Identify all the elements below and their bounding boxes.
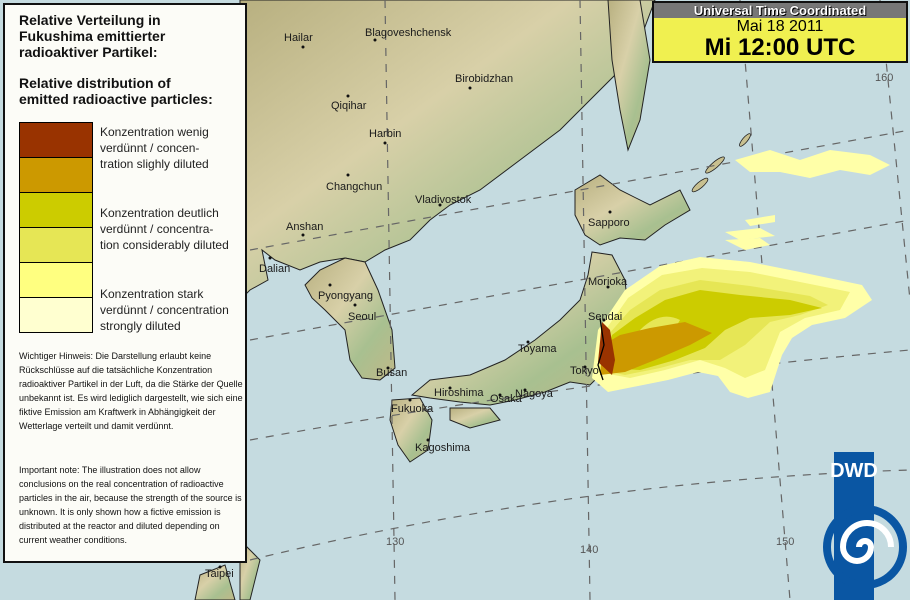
- city-label: Anshan: [286, 221, 323, 233]
- time-header: Universal Time Coordinated: [654, 3, 906, 18]
- fukushima-coastline: [597, 317, 605, 381]
- city-label: Toyama: [518, 343, 557, 355]
- city-label: Osaka: [490, 393, 523, 405]
- city-label: Taipei: [205, 568, 234, 580]
- asian-mainland: [239, 0, 656, 302]
- city-markers: [218, 38, 612, 569]
- swatch-level-3: [20, 193, 92, 228]
- longitude-labels: 130 140 150 160: [386, 72, 893, 556]
- label-line: Konzentration deutlich: [100, 206, 219, 220]
- plume-level-2: [600, 322, 712, 375]
- label-line: verdünnt / concentra-: [100, 222, 214, 236]
- label-line: Konzentration wenig: [100, 125, 209, 139]
- city-label: Sapporo: [588, 217, 630, 229]
- city-label: Sendai: [588, 311, 622, 323]
- label-line: tion considerably diluted: [100, 238, 229, 252]
- city-label: Fukuoka: [391, 403, 434, 415]
- time-box: Universal Time Coordinated Mai 18 2011 M…: [652, 1, 908, 63]
- swatch-level-5: [20, 263, 92, 298]
- city-label: Dalian: [259, 263, 290, 275]
- longitude-label: 160: [875, 72, 893, 84]
- radioactive-plume: [592, 150, 890, 398]
- korea: [304, 257, 396, 381]
- city-label: Changchun: [326, 181, 382, 193]
- dwd-logo: DWD: [823, 452, 907, 600]
- city-label: Harbin: [369, 128, 401, 140]
- city-label: Qiqihar: [331, 100, 367, 112]
- swatch-level-2: [20, 158, 92, 193]
- land-masses: [194, 0, 691, 600]
- city-label: Pyongyang: [318, 290, 373, 302]
- city-label: Tokyo: [570, 365, 599, 377]
- taiwan: [194, 564, 236, 600]
- swatch-level-6: [20, 298, 92, 332]
- legend-label-slightly-diluted: Konzentration wenig verdünnt / concen- t…: [100, 124, 209, 172]
- city-label: Busan: [376, 367, 407, 379]
- plume-scatter: [725, 150, 890, 250]
- important-note-en: Important note: The illustration does no…: [19, 465, 242, 545]
- swatch-level-4: [20, 228, 92, 263]
- title-line: Relative Verteilung in: [19, 12, 161, 28]
- city-label: Morioka: [588, 276, 628, 288]
- legend-swatches: [19, 122, 93, 333]
- time-label: Mi 12:00 UTC: [704, 34, 856, 61]
- legend-panel: Relative Verteilung in Fukushima emittie…: [3, 3, 247, 563]
- city-label: Hiroshima: [434, 387, 484, 399]
- label-line: verdünnt / concentration: [100, 303, 229, 317]
- city-label: Seoul: [348, 311, 376, 323]
- city-label: Birobidzhan: [455, 73, 513, 85]
- longitude-label: 140: [580, 544, 598, 556]
- longitude-label: 150: [776, 536, 794, 548]
- title-line: emitted radioactive particles:: [19, 91, 213, 107]
- label-line: verdünnt / concen-: [100, 141, 200, 155]
- city-labels: Hailar Blagoveshchensk Birobidzhan Qiqih…: [205, 27, 630, 580]
- legend-title-de: Relative Verteilung in Fukushima emittie…: [19, 12, 165, 60]
- longitude-label: 130: [386, 536, 404, 548]
- city-label: Blagoveshchensk: [365, 27, 452, 39]
- city-label: Vladivostok: [415, 194, 472, 206]
- title-line: radioaktiver Partikel:: [19, 44, 158, 60]
- kuril-islands: [691, 133, 751, 193]
- city-label: Kagoshima: [415, 442, 471, 454]
- label-line: Konzentration stark: [100, 287, 204, 301]
- label-line: strongly diluted: [100, 319, 181, 333]
- shikoku: [449, 407, 501, 429]
- date-label: Mai 18 2011: [736, 18, 824, 35]
- legend-title-en: Relative distribution of emitted radioac…: [19, 75, 213, 107]
- title-line: Relative distribution of: [19, 75, 171, 91]
- city-label: Hailar: [284, 32, 313, 44]
- title-line: Fukushima emittierter: [19, 28, 166, 44]
- city-label: Nagoya: [515, 388, 554, 400]
- legend-label-strongly-diluted: Konzentration stark verdünnt / concentra…: [100, 286, 229, 334]
- label-line: tration slighly diluted: [100, 157, 209, 171]
- svg-text:DWD: DWD: [830, 460, 878, 482]
- hokkaido: [574, 174, 691, 246]
- important-note-de: Wichtiger Hinweis: Die Darstellung erlau…: [19, 351, 243, 431]
- legend-label-considerably-diluted: Konzentration deutlich verdünnt / concen…: [100, 205, 229, 253]
- swatch-level-1: [20, 123, 92, 158]
- kyushu: [389, 397, 433, 463]
- sakhalin: [607, 0, 651, 152]
